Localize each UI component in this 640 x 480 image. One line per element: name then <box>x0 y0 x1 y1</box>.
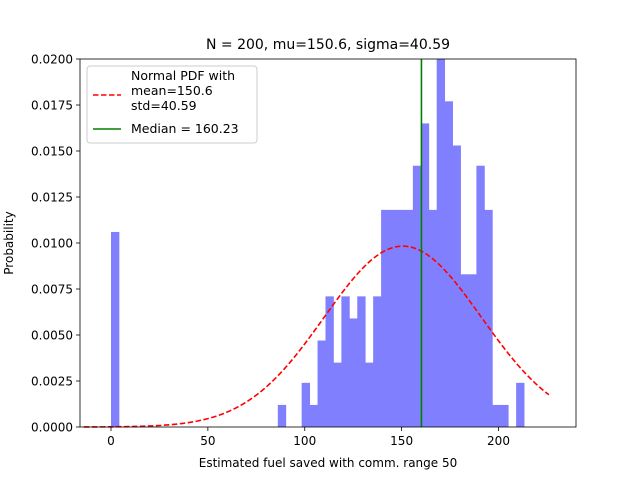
legend-pdf-label: Normal PDF with mean=150.6 std=40.59 <box>131 68 235 113</box>
plot-area <box>79 58 577 428</box>
histogram-bar <box>301 382 310 427</box>
y-tick-label: 0.0200 <box>31 53 73 67</box>
x-axis-label: Estimated fuel saved with comm. range 50 <box>199 456 458 470</box>
histogram-bar <box>444 101 453 427</box>
x-tick-label: 50 <box>200 434 215 448</box>
y-tick-label: 0.0025 <box>31 375 73 389</box>
legend-box <box>86 65 258 144</box>
histogram-bar <box>484 209 493 427</box>
x-tick-label: 0 <box>107 434 115 448</box>
chart-title: N = 200, mu=150.6, sigma=40.59 <box>206 37 450 53</box>
y-axis-label: Probability <box>2 211 16 274</box>
histogram-bar <box>341 296 350 427</box>
legend: Normal PDF with mean=150.6 std=40.59 Media… <box>86 65 258 144</box>
y-tick-label: 0.0175 <box>31 99 73 113</box>
histogram-bar <box>381 209 390 427</box>
x-tick-label: 200 <box>487 434 510 448</box>
x-axis: 0 50 100 150 200 <box>107 427 510 448</box>
histogram-bar <box>404 209 414 427</box>
histogram-bar <box>333 362 342 427</box>
histogram-bar <box>349 318 358 427</box>
histogram-bar <box>357 296 366 427</box>
histogram-bar <box>412 165 422 427</box>
histogram-bar <box>436 59 446 427</box>
histogram-bar <box>325 296 334 427</box>
histogram-bar <box>317 340 326 427</box>
histogram-bar <box>476 165 485 427</box>
y-tick-label: 0.0125 <box>31 191 73 205</box>
histogram-bar <box>460 274 469 427</box>
x-tick-label: 150 <box>390 434 413 448</box>
histogram-bar <box>277 404 287 427</box>
histogram-bar <box>516 382 525 427</box>
y-tick-label: 0.0000 <box>31 421 73 435</box>
y-tick-label: 0.0050 <box>31 329 73 343</box>
histogram-bar <box>389 209 398 427</box>
histogram-bar <box>468 274 477 427</box>
y-tick-label: 0.0100 <box>31 237 73 251</box>
y-tick-label: 0.0075 <box>31 283 73 297</box>
histogram-bar <box>420 123 430 428</box>
histogram-bar <box>452 145 461 428</box>
histogram-bar <box>492 404 501 427</box>
y-axis: 0.0000 0.0025 0.0050 0.0075 0.0100 0.0125 0.01… <box>31 53 80 435</box>
histogram-bar <box>396 209 406 427</box>
y-tick-label: 0.0150 <box>31 145 73 159</box>
histogram-bar <box>500 404 509 427</box>
histogram-bars <box>111 59 525 428</box>
normal-pdf-curve <box>83 245 550 428</box>
histogram-bar <box>428 209 438 427</box>
histogram-bar <box>373 296 382 427</box>
histogram-bar <box>365 362 374 427</box>
histogram-bar <box>111 231 120 427</box>
legend-median-label: Median = 160.23 <box>131 121 239 136</box>
histogram-bar <box>309 404 318 427</box>
x-tick-label: 100 <box>293 434 316 448</box>
